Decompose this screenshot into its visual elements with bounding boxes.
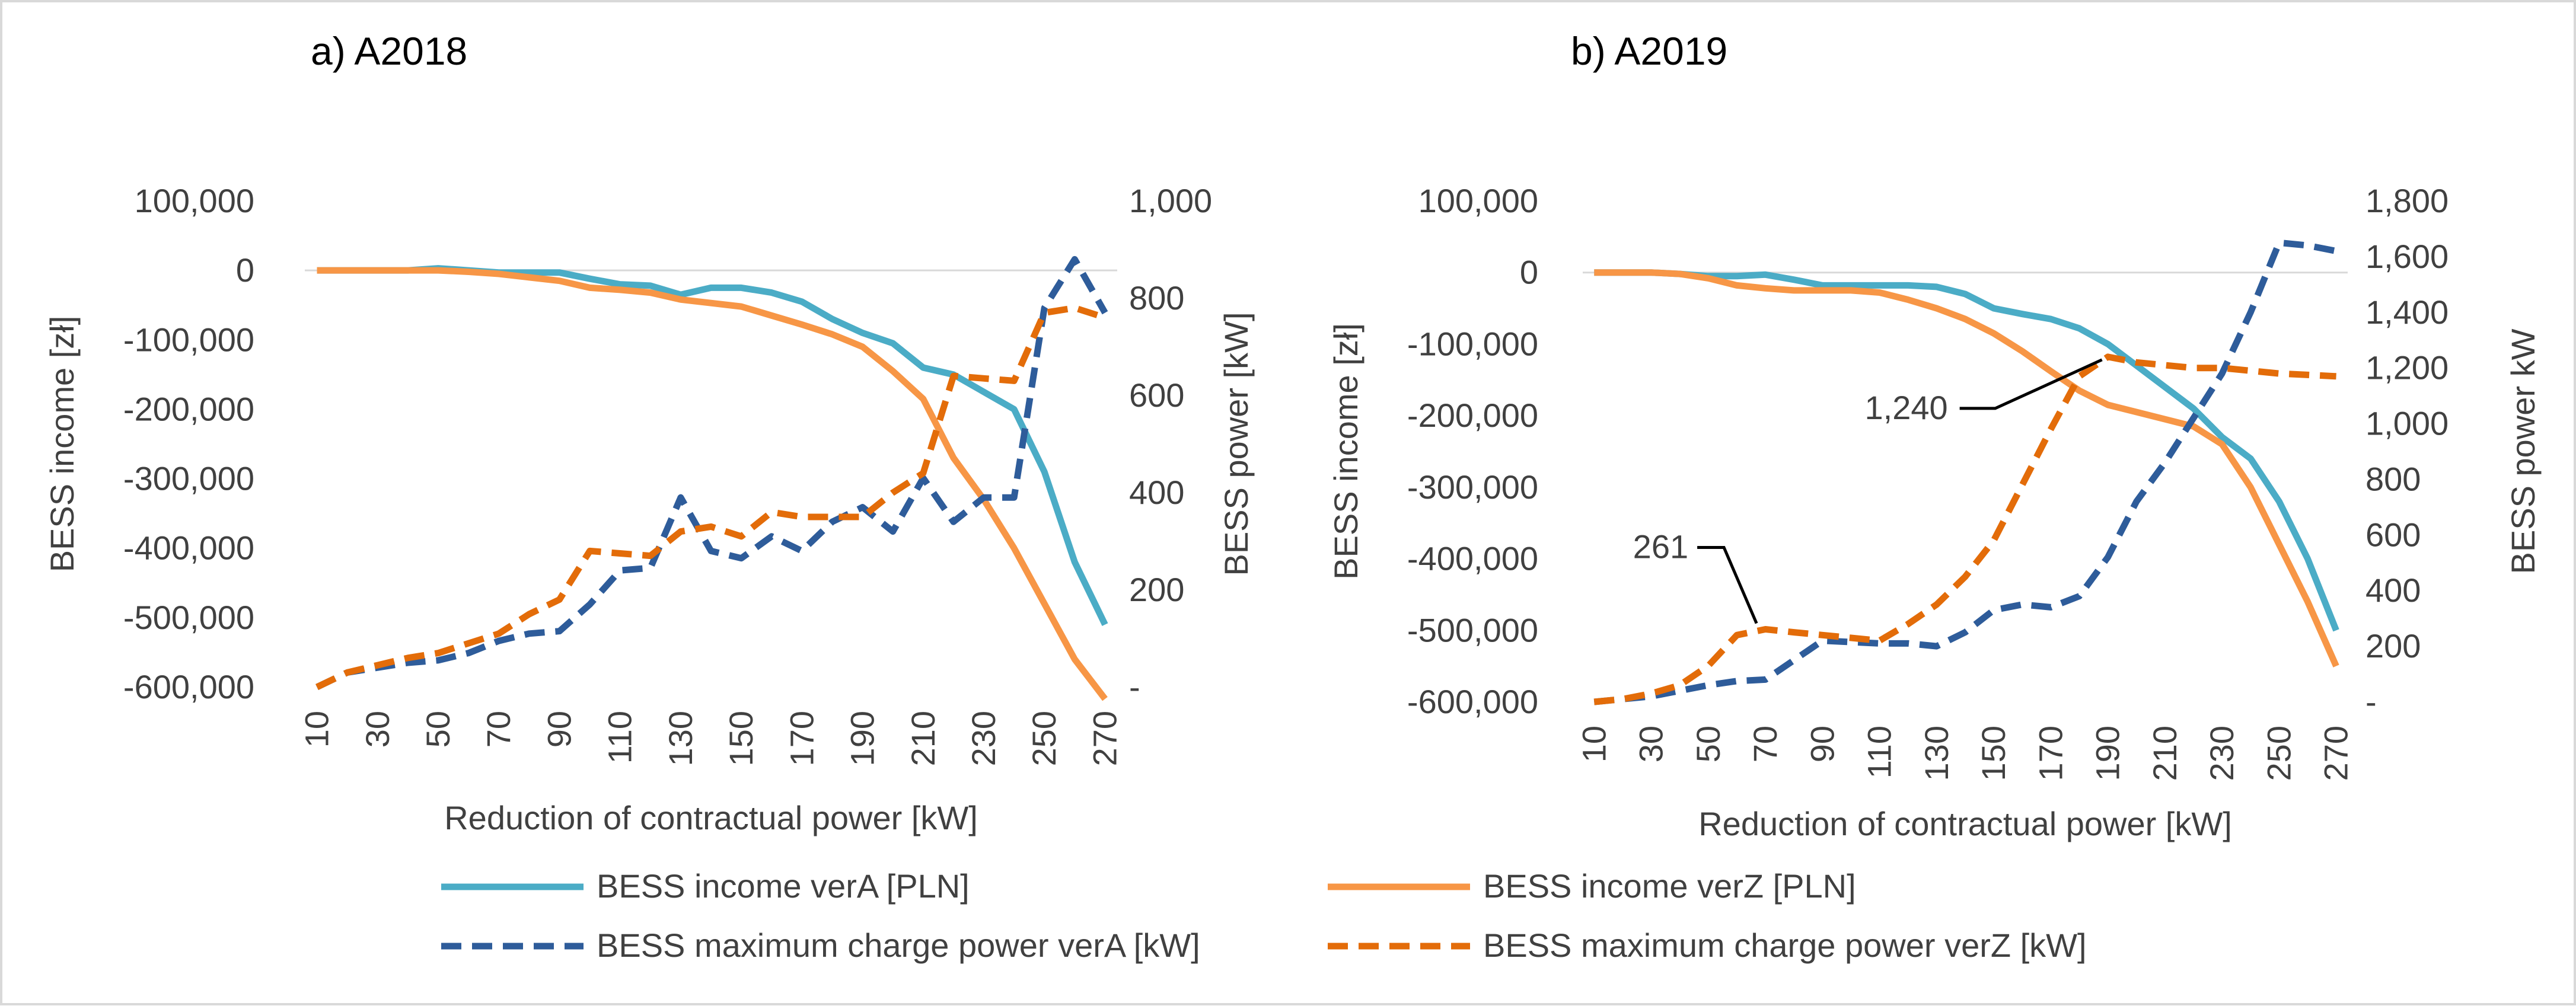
x-tick-label: 30 <box>1633 726 1670 762</box>
series-income-verA <box>1594 269 2339 632</box>
annotation-leader <box>1697 545 1758 624</box>
x-tick-label: 170 <box>2032 726 2069 781</box>
panel-a2018: a) A2018 100,000 0 -100,000 -200,000 -300,000… <box>43 29 1255 836</box>
y-tick-label: -400,000 <box>1407 540 1538 577</box>
x-axis-title: Reduction of contractual power [kW] <box>444 799 978 836</box>
y2-tick-label: 600 <box>1129 376 1184 414</box>
x-tick-label: 230 <box>2203 726 2240 781</box>
y2-tick-label: 1,000 <box>2365 405 2449 442</box>
y-tick-label: -200,000 <box>1407 397 1538 434</box>
x-tick-label: 110 <box>1861 726 1898 778</box>
x-tick-label: 30 <box>359 711 396 748</box>
y-tick-label: -600,000 <box>123 668 254 705</box>
series-income-verZ <box>317 267 1108 701</box>
legend-label: BESS maximum charge power verA [kW] <box>597 927 1200 964</box>
x-tick-label: 250 <box>1025 711 1063 766</box>
series-power-verA <box>315 256 1108 690</box>
chart-title: b) A2019 <box>1571 29 1727 73</box>
series-power-verZ <box>315 304 1107 690</box>
x-tick-label: 130 <box>662 711 699 766</box>
y-tick-label: 100,000 <box>1418 182 1538 219</box>
y-tick-label: 0 <box>236 251 254 289</box>
x-tick-label: 270 <box>2317 726 2355 781</box>
x-tick-label: 270 <box>1086 711 1123 766</box>
x-tick-label: 210 <box>904 711 942 766</box>
y-axis-title: BESS income [zł] <box>43 316 81 573</box>
legend-label: BESS income verA [PLN] <box>597 867 970 905</box>
x-tick-label: 10 <box>298 711 336 748</box>
x-tick-label: 170 <box>783 711 820 766</box>
y2-tick-label: 800 <box>1129 279 1184 317</box>
y-axis-title: BESS income [zł] <box>1327 323 1364 580</box>
y-tick-label: -300,000 <box>123 460 254 497</box>
series-income-verZ <box>1594 269 2339 668</box>
annotation-label: 1,240 <box>1864 389 1947 426</box>
y2-tick-label: 1,400 <box>2365 293 2449 331</box>
y-tick-label: -600,000 <box>1407 683 1538 720</box>
y2-axis-title: BESS power kW <box>2504 328 2542 574</box>
x-tick-label: 150 <box>722 711 760 766</box>
y-tick-label: -300,000 <box>1407 468 1538 506</box>
chart-title: a) A2018 <box>311 29 467 73</box>
x-axis-title: Reduction of contractual power [kW] <box>1698 805 2232 842</box>
legend-label: BESS income verZ [PLN] <box>1483 867 1856 905</box>
y2-tick-label: 1,600 <box>2365 238 2449 275</box>
y2-tick-label: - <box>1129 668 1140 705</box>
y-tick-label: -200,000 <box>123 390 254 427</box>
annotation-leader <box>1959 358 2103 410</box>
y2-tick-label: - <box>2365 683 2377 720</box>
x-tick-label: 70 <box>480 711 517 748</box>
y-tick-label: 100,000 <box>135 182 254 219</box>
y2-tick-label: 200 <box>2365 627 2421 665</box>
x-tick-label: 130 <box>1918 726 1955 781</box>
x-tick-label: 230 <box>965 711 1002 766</box>
legend-label: BESS maximum charge power verZ [kW] <box>1483 927 2087 964</box>
x-tick-label: 90 <box>1803 726 1841 762</box>
x-tick-label: 50 <box>419 711 457 748</box>
y-tick-label: -100,000 <box>123 321 254 358</box>
y2-tick-label: 200 <box>1129 571 1184 608</box>
x-tick-label: 10 <box>1575 726 1612 762</box>
x-tick-label: 70 <box>1746 726 1784 762</box>
series-power-verZ <box>1593 353 2336 705</box>
y-tick-label: -500,000 <box>123 599 254 636</box>
x-tick-label: 190 <box>2089 726 2127 781</box>
panel-a2019: b) A2019 100,000 0 -100,000 -200,000 -300,000… <box>1327 29 2542 842</box>
y-tick-label: 0 <box>1520 254 1538 291</box>
y2-tick-label: 1,800 <box>2365 182 2449 219</box>
series-income-verA <box>317 265 1108 627</box>
x-tick-label: 90 <box>540 711 578 748</box>
x-tick-label: 110 <box>601 711 639 764</box>
y2-tick-label: 600 <box>2365 516 2421 553</box>
x-tick-label: 250 <box>2260 726 2297 781</box>
series-power-verA <box>1593 239 2337 705</box>
y2-tick-label: 1,000 <box>1129 182 1212 219</box>
x-tick-label: 150 <box>1975 726 2012 781</box>
y2-tick-label: 400 <box>1129 474 1184 511</box>
y2-tick-label: 800 <box>2365 460 2421 497</box>
x-tick-label: 210 <box>2146 726 2183 781</box>
x-tick-label: 50 <box>1689 726 1727 762</box>
x-tick-label: 190 <box>844 711 881 766</box>
y-tick-label: -400,000 <box>123 529 254 567</box>
annotation-label: 261 <box>1633 528 1688 565</box>
y2-tick-label: 1,200 <box>2365 349 2449 387</box>
legend: BESS income verA [PLN] BESS income verZ [… <box>441 867 2087 964</box>
y-tick-label: -100,000 <box>1407 325 1538 362</box>
y2-axis-title: BESS power [kW] <box>1217 312 1255 576</box>
y2-tick-label: 400 <box>2365 571 2421 609</box>
y-tick-label: -500,000 <box>1407 611 1538 649</box>
